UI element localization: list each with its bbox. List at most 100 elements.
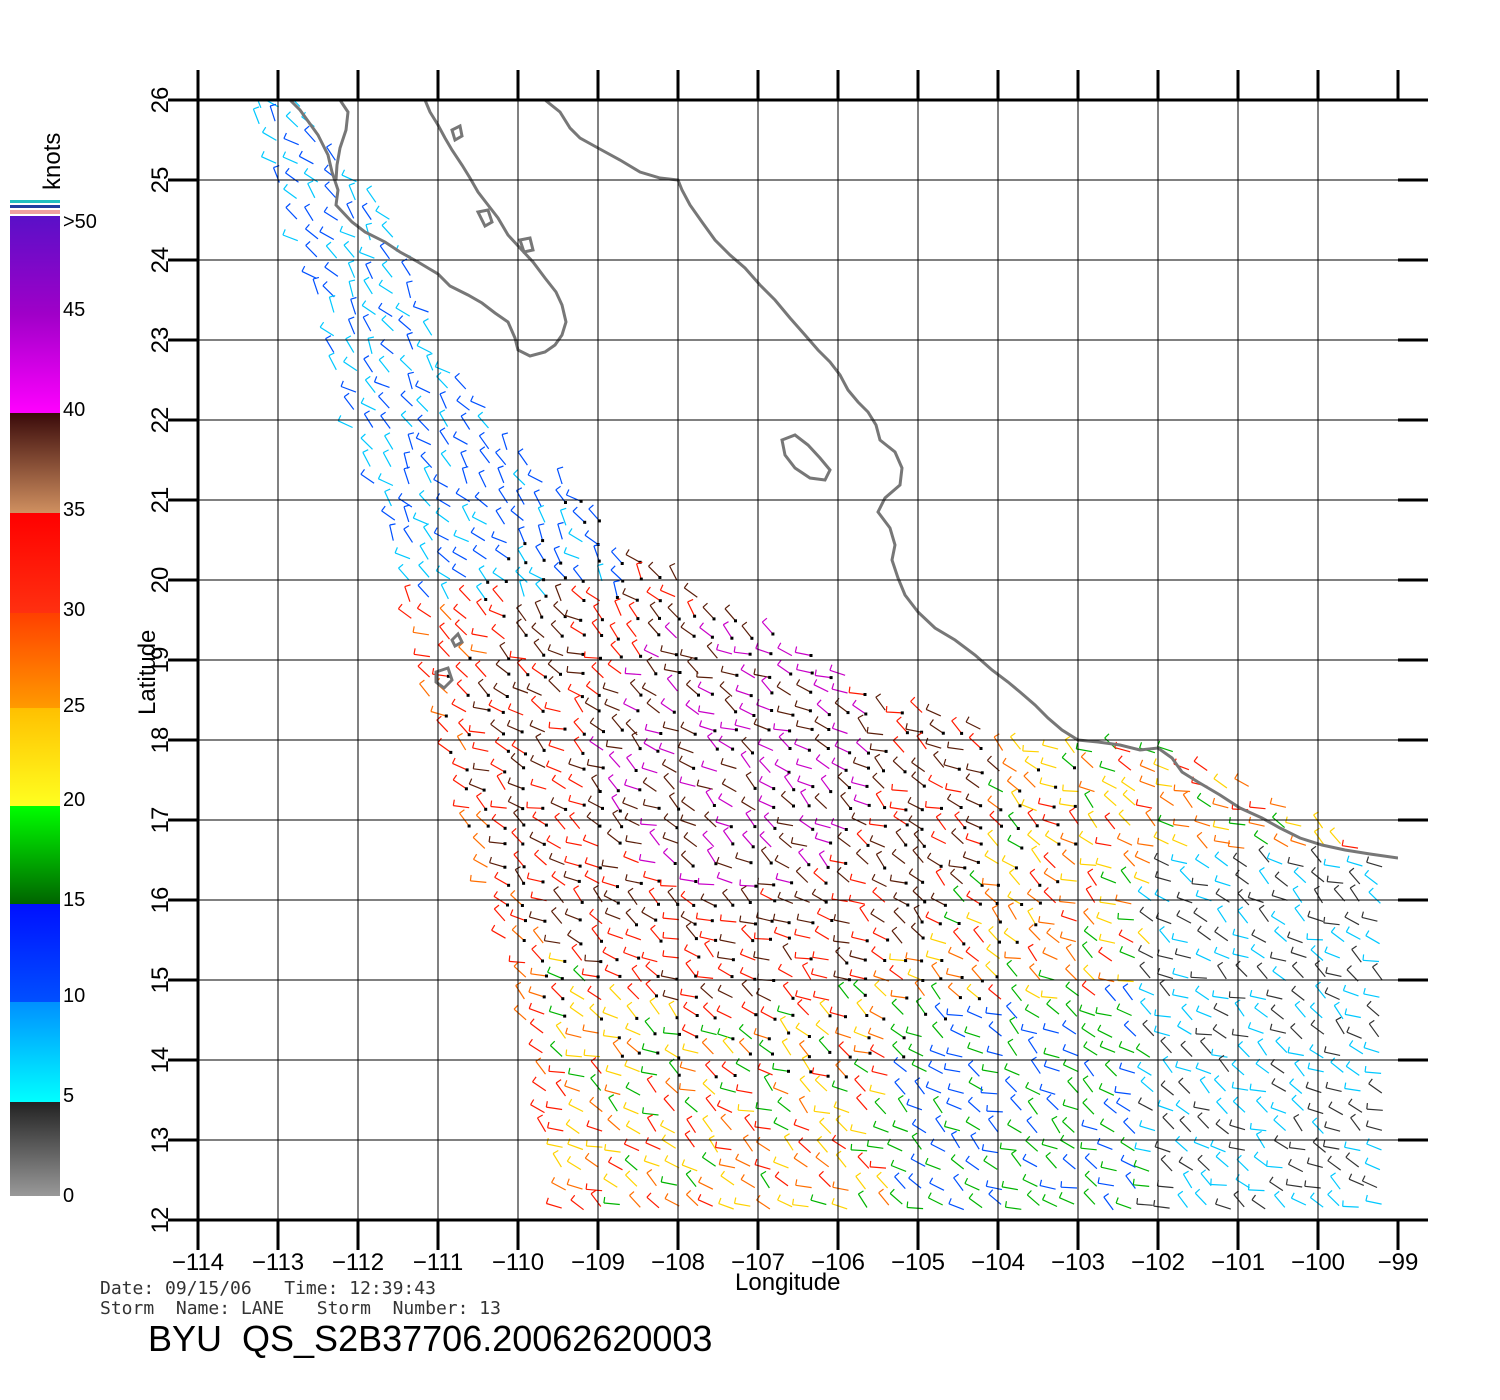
wind-barb-flag <box>794 890 798 897</box>
wind-barb-flag <box>1183 1170 1189 1175</box>
wind-barb-flag <box>1272 812 1277 818</box>
wind-barb <box>1344 916 1360 926</box>
wind-barb-flag <box>470 527 475 533</box>
wind-barb <box>779 1019 790 1034</box>
wind-barb-flag <box>798 848 804 853</box>
wind-barb-flag <box>573 965 579 971</box>
wind-barb <box>1039 1185 1056 1190</box>
wind-barb <box>476 601 487 616</box>
wind-barb <box>307 183 316 199</box>
wind-barb <box>625 912 637 926</box>
wind-barb <box>469 730 486 734</box>
wind-barb <box>778 968 793 978</box>
wind-barb <box>572 568 584 582</box>
wind-barb-flag <box>563 547 567 554</box>
wind-barb <box>871 1070 888 1076</box>
wind-barb-flag <box>1104 812 1111 817</box>
wind-barb <box>664 1049 680 1059</box>
wind-barb-flag <box>551 982 557 988</box>
rain-flag-dot <box>678 671 682 674</box>
wind-barb <box>812 956 829 961</box>
rain-flag-dot <box>787 936 791 940</box>
wind-barb <box>470 649 487 654</box>
wind-barb-flag <box>604 1084 608 1091</box>
wind-barb <box>1060 936 1076 943</box>
wind-barb <box>591 928 602 942</box>
wind-barb-flag <box>323 164 329 170</box>
wind-barb-flag <box>705 1094 712 1099</box>
wind-barb <box>586 1188 603 1192</box>
legend-label: 30 <box>63 599 85 621</box>
wind-barb-flag <box>796 679 801 685</box>
wind-barb <box>550 802 566 810</box>
wind-barb <box>549 727 566 730</box>
wind-barb <box>648 891 659 905</box>
wind-barb-flag <box>567 929 572 936</box>
rain-flag-dot <box>905 823 909 827</box>
wind-barb-flag <box>568 758 572 765</box>
wind-barb <box>702 1006 716 1019</box>
wind-barb <box>943 764 960 770</box>
wind-barb-flag <box>584 857 588 864</box>
wind-barb <box>533 642 545 656</box>
wind-barb-flag <box>777 1194 781 1201</box>
rain-flag-dot <box>542 842 546 846</box>
rain-flag-dot <box>787 1031 791 1035</box>
wind-barb-flag <box>1058 1191 1063 1198</box>
wind-barb <box>837 836 851 848</box>
wind-barb <box>1154 893 1170 903</box>
rain-flag-dot <box>864 712 868 716</box>
wind-barb-flag <box>624 779 628 786</box>
wind-barb <box>625 672 642 676</box>
wind-barb-flag <box>1364 869 1370 876</box>
wind-barb-flag <box>348 182 355 186</box>
wind-barb-flag <box>1041 1194 1046 1200</box>
wind-barb-flag <box>362 313 369 318</box>
wind-barb-flag <box>818 1170 824 1176</box>
wind-barb <box>854 1079 866 1092</box>
wind-barb <box>624 1065 640 1073</box>
rain-flag-dot <box>753 977 757 981</box>
wind-barb <box>1137 890 1152 902</box>
wind-barb <box>474 496 488 508</box>
wind-barb-flag <box>683 1001 688 1008</box>
wind-barb <box>928 779 943 789</box>
rain-flag-dot <box>791 996 795 1000</box>
wind-barb <box>304 206 314 222</box>
wind-barb-flag <box>1291 985 1296 991</box>
wind-barb-flag <box>643 737 648 744</box>
wind-barb <box>458 646 471 659</box>
wind-barb-flag <box>878 1188 884 1194</box>
wind-barb-flag <box>718 793 723 799</box>
wind-barb <box>1028 928 1041 941</box>
wind-barb-flag <box>569 985 574 992</box>
wind-barb-flag <box>795 866 802 872</box>
wind-barb <box>736 1089 753 1094</box>
wind-barb-flag <box>1258 845 1264 851</box>
wind-barb <box>867 732 884 736</box>
rain-flag-dot <box>943 903 947 907</box>
wind-barb-flag <box>1099 896 1102 903</box>
wind-barb-flag <box>914 1077 921 1082</box>
wind-barb <box>645 965 659 977</box>
wind-barb-flag <box>454 372 460 378</box>
wind-barb <box>554 816 566 830</box>
wind-barb-flag <box>255 91 261 93</box>
wind-barb <box>563 876 580 882</box>
wind-barb <box>626 623 637 638</box>
wind-barb <box>1099 1045 1116 1053</box>
rain-flag-dot <box>1016 827 1020 830</box>
rain-flag-dot <box>809 654 813 657</box>
wind-barb <box>613 581 618 598</box>
wind-barb <box>549 858 565 866</box>
wind-barb <box>896 720 908 734</box>
wind-barb <box>1156 783 1173 787</box>
wind-barb-flag <box>641 682 646 689</box>
wind-barb <box>869 1010 885 1020</box>
wind-barb <box>285 115 299 128</box>
wind-barb-flag <box>664 1044 669 1050</box>
wind-barb <box>1172 973 1189 979</box>
wind-barb-flag <box>993 733 1000 738</box>
wind-barb <box>417 665 431 678</box>
wind-barb-flag <box>1004 1063 1008 1070</box>
